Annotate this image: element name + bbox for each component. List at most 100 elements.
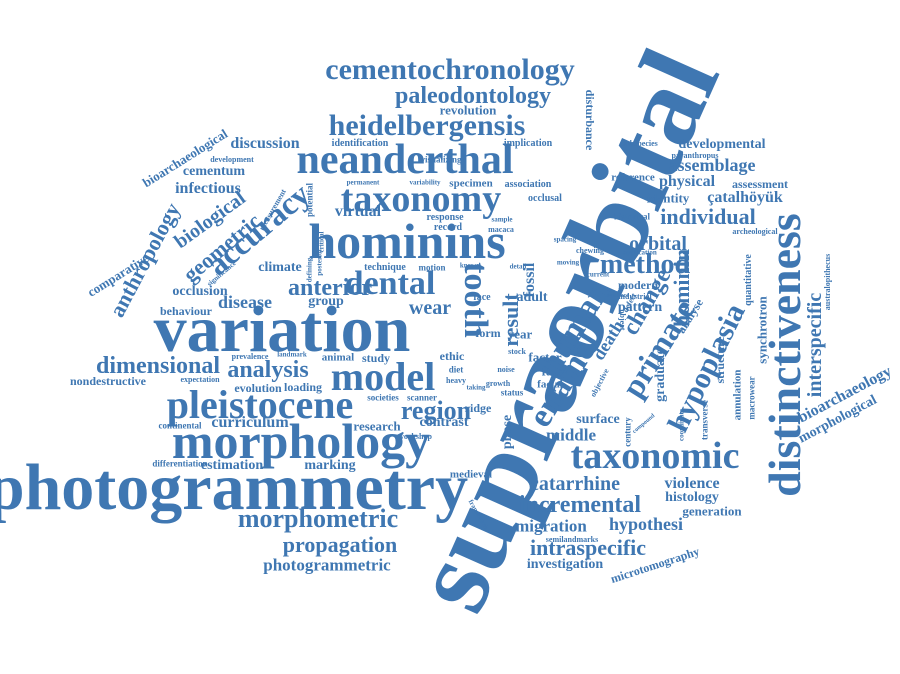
word-factor: factor: [528, 349, 562, 365]
word-tooth: tooth: [457, 262, 494, 338]
word-identity: identity: [646, 190, 690, 206]
word-surface: surface: [576, 412, 620, 427]
word-pattern: pattern: [617, 300, 663, 315]
word-form: form: [475, 326, 501, 340]
word-animal: animal: [321, 351, 355, 364]
word-identification: identification: [331, 138, 389, 149]
word-stock: stock: [508, 347, 526, 356]
word-technique: technique: [364, 262, 406, 273]
word-sample: sample: [491, 215, 513, 224]
word-current: current: [586, 270, 610, 279]
word-dental: dental: [344, 265, 436, 302]
word-ridge: ridge: [464, 401, 492, 415]
word-moving: moving: [556, 258, 580, 267]
word-research: research: [353, 418, 401, 434]
word-defining: defining: [305, 257, 314, 283]
word-neanderthal: neanderthal: [296, 137, 514, 183]
word-photogrammetry: photogrammetry: [0, 451, 469, 524]
word-implication: implication: [503, 138, 553, 149]
word-morphometric: morphometric: [237, 504, 399, 533]
word-expectation: expectation: [180, 375, 220, 384]
word-continental: continental: [158, 420, 202, 431]
word-australopithecus: australopithecus: [823, 253, 832, 311]
word-critical: critical: [317, 231, 326, 253]
word-semilandmarks: semilandmarks: [545, 535, 599, 544]
word-taking: taking: [466, 383, 486, 392]
word-orbital: orbital: [629, 233, 687, 255]
word-assemblage: assemblage: [668, 155, 756, 175]
word-morphology: morphology: [171, 413, 431, 469]
word-cementum: cementum: [182, 164, 246, 179]
word-application: application: [623, 248, 657, 257]
word-differentiation: differentiation: [152, 458, 208, 469]
word-occlusion: occlusion: [172, 284, 228, 299]
word-paleodontology: paleodontology: [394, 83, 552, 109]
word-study: study: [361, 351, 391, 365]
word-century: century: [622, 417, 633, 447]
word-nondestructive: nondestructive: [70, 374, 146, 388]
word-behaviour: behaviour: [159, 304, 213, 318]
word-disturbance: disturbance: [583, 89, 597, 151]
word-dimensional: dimensional: [95, 353, 221, 379]
word-phase: phase: [500, 414, 515, 450]
word-synchrotron: synchrotron: [754, 296, 770, 364]
word-fossil: fossil: [521, 262, 538, 298]
word-estimation: estimation: [200, 458, 264, 473]
word-variability: variability: [409, 178, 441, 187]
word-model: model: [330, 354, 436, 399]
word-wear: wear: [408, 297, 452, 319]
word-contrast: contrast: [419, 415, 469, 430]
word-individual: individual: [660, 204, 756, 229]
word-group: group: [308, 294, 344, 309]
word-investigation: investigation: [526, 557, 604, 572]
word-infectious: infectious: [175, 180, 241, 197]
word-cementochronology: cementochronology: [325, 53, 575, 86]
word-developmental: developmental: [678, 137, 766, 152]
word-violence: violence: [664, 475, 720, 492]
word-compound: compound: [631, 413, 657, 435]
word-face: face: [473, 292, 491, 303]
word-discussion: discussion: [230, 135, 300, 152]
word-photogrammetric: photogrammetric: [263, 555, 391, 575]
word-specimen: specimen: [449, 177, 493, 190]
word-climate: climate: [258, 260, 302, 275]
word-assessment: assessment: [732, 177, 788, 191]
word-analysis: analysis: [227, 357, 309, 383]
word-diet: diet: [448, 364, 464, 375]
word-curriculum: curriculum: [211, 414, 289, 431]
word-chewing: chewing: [576, 246, 604, 255]
word-catalhoyuk: çatalhöyük: [707, 189, 783, 206]
word-response: response: [426, 212, 464, 223]
word-hominins: hominins: [308, 213, 506, 269]
word-historical: historical: [614, 211, 650, 222]
word-annulation: annulation: [731, 369, 744, 421]
word-taxonomic: taxonomic: [570, 435, 740, 477]
word-record: record: [433, 222, 463, 233]
word-pleistocene: pleistocene: [166, 382, 354, 427]
word-societies: societies: [367, 392, 399, 403]
word-facet: facet: [541, 363, 569, 379]
word-revolution: revolution: [439, 102, 497, 118]
word-loading: loading: [283, 380, 323, 394]
word-permanent: permanent: [346, 178, 380, 187]
word-growth: growth: [485, 379, 511, 388]
word-anterior: anterior: [288, 275, 372, 301]
word-visualizing: visualizing: [420, 154, 462, 165]
word-interspecific: interspecific: [804, 292, 826, 398]
word-landmark: landmark: [277, 350, 307, 359]
word-association: association: [504, 179, 552, 190]
word-medieval: medieval: [449, 468, 493, 481]
word-generation: generation: [682, 503, 742, 519]
word-adult: adult: [516, 290, 548, 305]
word-prevalence: prevalence: [231, 352, 269, 361]
word-reference: reference: [611, 171, 655, 184]
word-occlusal: occlusal: [528, 193, 562, 204]
word-propagation: propagation: [282, 532, 398, 557]
word-migration: migration: [515, 516, 587, 536]
word-facial: facial: [537, 378, 563, 391]
word-hypothesi: hypothesi: [608, 514, 684, 534]
word-intraspecific: intraspecific: [529, 535, 647, 560]
word-heidelbergensis: heidelbergensis: [328, 109, 526, 142]
word-status: status: [500, 387, 524, 398]
